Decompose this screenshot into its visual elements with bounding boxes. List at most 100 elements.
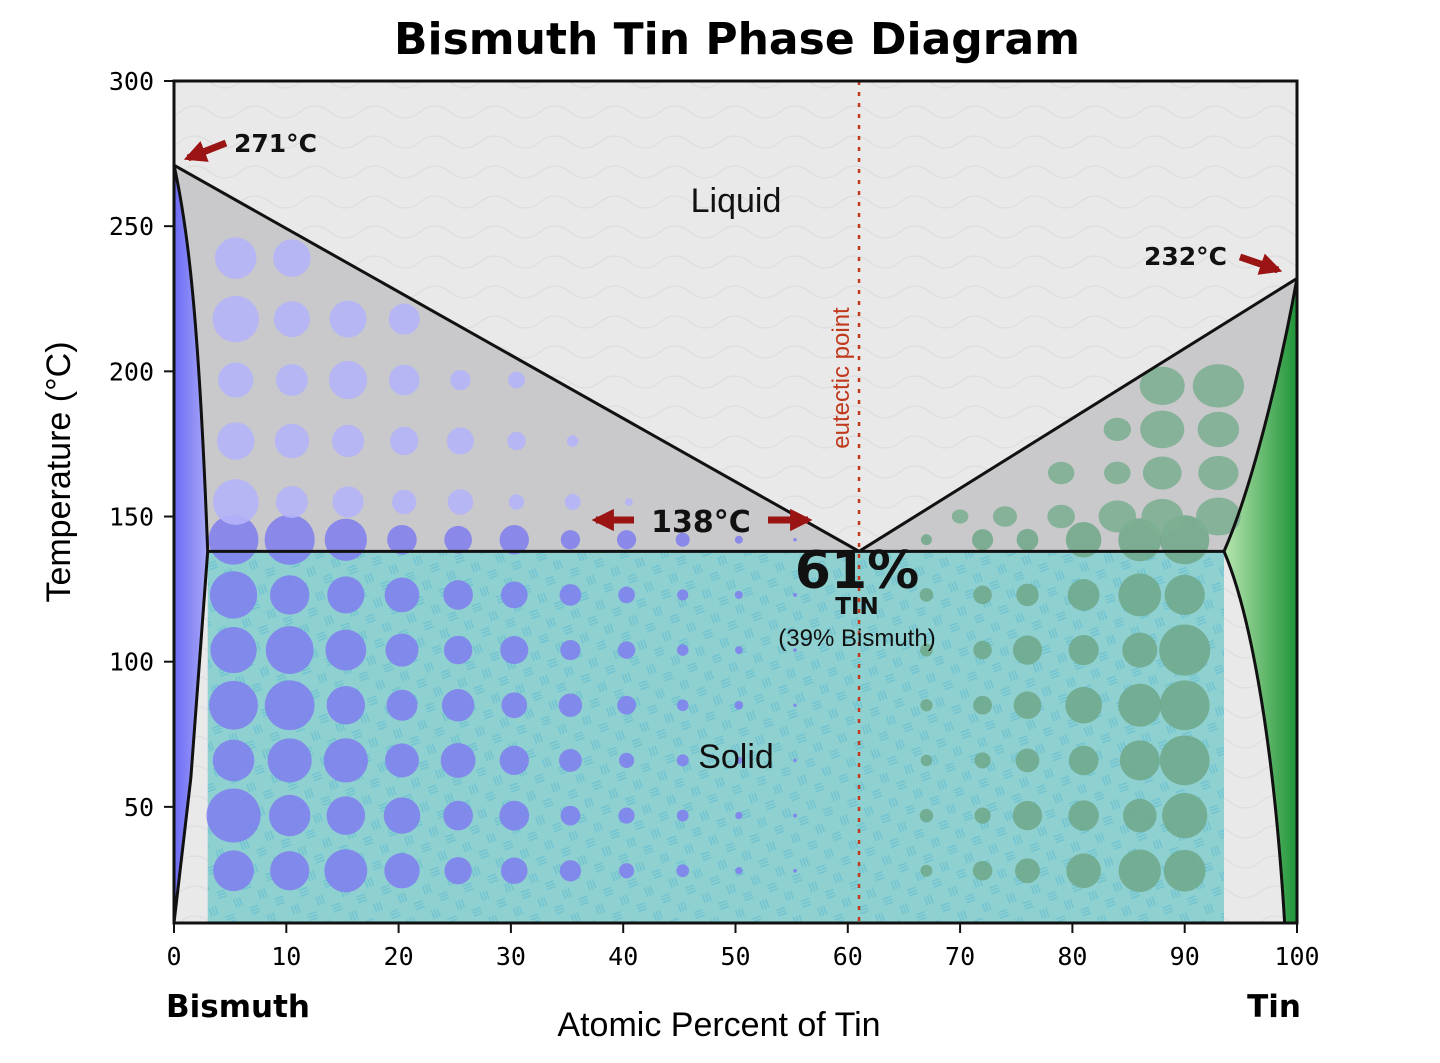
x-tick-label: 10 xyxy=(271,942,301,971)
bismuth-grain xyxy=(508,371,525,389)
tin-grain xyxy=(1012,635,1043,665)
x-tick-label: 80 xyxy=(1057,942,1087,971)
bismuth-grain xyxy=(734,535,743,544)
bismuth-grain xyxy=(209,680,258,730)
bismuth-grain xyxy=(618,752,635,769)
tin-grain xyxy=(1066,853,1101,889)
bismuth-grain xyxy=(275,364,308,397)
bismuth-grain xyxy=(274,423,310,459)
bismuth-grain xyxy=(559,860,582,882)
bismuth-grain xyxy=(617,695,636,715)
bismuth-grain xyxy=(676,864,690,878)
tin-grain xyxy=(920,643,933,657)
tin-grain xyxy=(1065,522,1102,558)
bismuth-grain xyxy=(624,498,633,506)
bismuth-grain xyxy=(384,743,419,778)
tin-grain xyxy=(1122,632,1158,668)
bismuth-grain xyxy=(618,586,635,604)
x-tick-label: 60 xyxy=(833,942,863,971)
bismuth-grain xyxy=(735,811,743,820)
bismuth-grain xyxy=(328,360,368,400)
bismuth-grain xyxy=(384,853,420,889)
bismuth-grain xyxy=(443,580,473,610)
bismuth-grain xyxy=(500,636,529,665)
bismuth-grain xyxy=(440,742,476,778)
tin-grain xyxy=(1159,680,1210,731)
tin-grain xyxy=(1119,740,1160,781)
bismuth-grain xyxy=(210,626,257,674)
bismuth-grain xyxy=(676,809,689,822)
tin-grain xyxy=(1198,455,1239,491)
tin-grain xyxy=(1163,849,1206,892)
eutectic-bismuth-label: (39% Bismuth) xyxy=(778,625,935,652)
bismuth-grain xyxy=(388,364,420,396)
y-tick-label: 200 xyxy=(109,357,154,386)
tin-solid-region xyxy=(1224,278,1297,924)
eutectic-tin-label: TIN xyxy=(835,594,879,620)
bismuth-grain xyxy=(273,301,310,338)
tin-grain xyxy=(974,807,991,824)
sn-melting-label: 232°C xyxy=(1144,242,1227,271)
tin-grain xyxy=(1015,748,1040,773)
bismuth-grain xyxy=(275,486,308,518)
tin-grain xyxy=(1196,497,1241,536)
tin-grain xyxy=(1118,683,1162,727)
bismuth-grain xyxy=(441,689,475,722)
bismuth-grain xyxy=(326,686,366,725)
tin-grain xyxy=(1016,583,1039,607)
bismuth-grain xyxy=(792,592,798,597)
bismuth-grain xyxy=(734,590,743,599)
tin-grain xyxy=(1098,500,1137,533)
bismuth-grain xyxy=(734,700,744,710)
bismuth-grain xyxy=(267,738,312,783)
bismuth-grain xyxy=(501,692,528,719)
x-tick-label: 30 xyxy=(496,942,526,971)
tin-grain xyxy=(920,534,932,546)
x-tick-label: 70 xyxy=(945,942,975,971)
eutectic-line-label: eutectic point xyxy=(828,307,855,449)
tin-grain xyxy=(1162,792,1208,839)
bismuth-grain xyxy=(327,576,365,614)
bismuth-grain xyxy=(269,575,310,615)
tin-grain xyxy=(920,699,933,712)
bismuth-grain xyxy=(618,807,635,824)
tin-grain xyxy=(1142,456,1182,490)
bismuth-grain xyxy=(392,489,417,515)
bismuth-grain xyxy=(329,300,367,338)
tin-grain xyxy=(1140,410,1185,449)
tin-grain xyxy=(1047,504,1075,529)
tin-grain xyxy=(1192,364,1245,408)
bismuth-grain xyxy=(206,788,261,843)
tin-grain xyxy=(1139,366,1185,405)
bismuth-grain xyxy=(324,849,368,893)
bismuth-grain xyxy=(389,426,419,456)
bismuth-grain xyxy=(446,427,474,455)
bismuth-grain xyxy=(384,577,420,613)
tin-grain xyxy=(951,509,969,524)
bismuth-end-label: Bismuth xyxy=(166,989,310,1025)
grain-dots xyxy=(206,237,1245,893)
bismuth-grain xyxy=(383,797,421,834)
bismuth-grain xyxy=(324,518,367,561)
bismuth-grain xyxy=(677,589,689,601)
y-tick-label: 300 xyxy=(109,67,154,96)
bismuth-grain xyxy=(559,584,582,606)
x-tick-label: 20 xyxy=(384,942,414,971)
tin-grain xyxy=(1141,498,1184,535)
bismuth-grain xyxy=(265,626,314,674)
bismuth-grain xyxy=(326,796,366,835)
tin-grain xyxy=(919,808,934,823)
tin-grain xyxy=(972,860,993,881)
tin-grain xyxy=(971,529,994,551)
tin-grain xyxy=(973,695,992,715)
bismuth-grain xyxy=(676,644,689,656)
y-axis-label: Temperature (°C) xyxy=(40,341,78,602)
bismuth-grain xyxy=(332,486,364,518)
bismuth-grain xyxy=(325,629,367,671)
x-tick-label: 50 xyxy=(720,942,750,971)
tin-grain xyxy=(1104,461,1131,485)
bismuth-grain xyxy=(264,514,315,565)
bismuth-solid-region xyxy=(174,165,208,923)
tin-grain xyxy=(920,754,933,767)
tin-grain xyxy=(1015,858,1040,884)
